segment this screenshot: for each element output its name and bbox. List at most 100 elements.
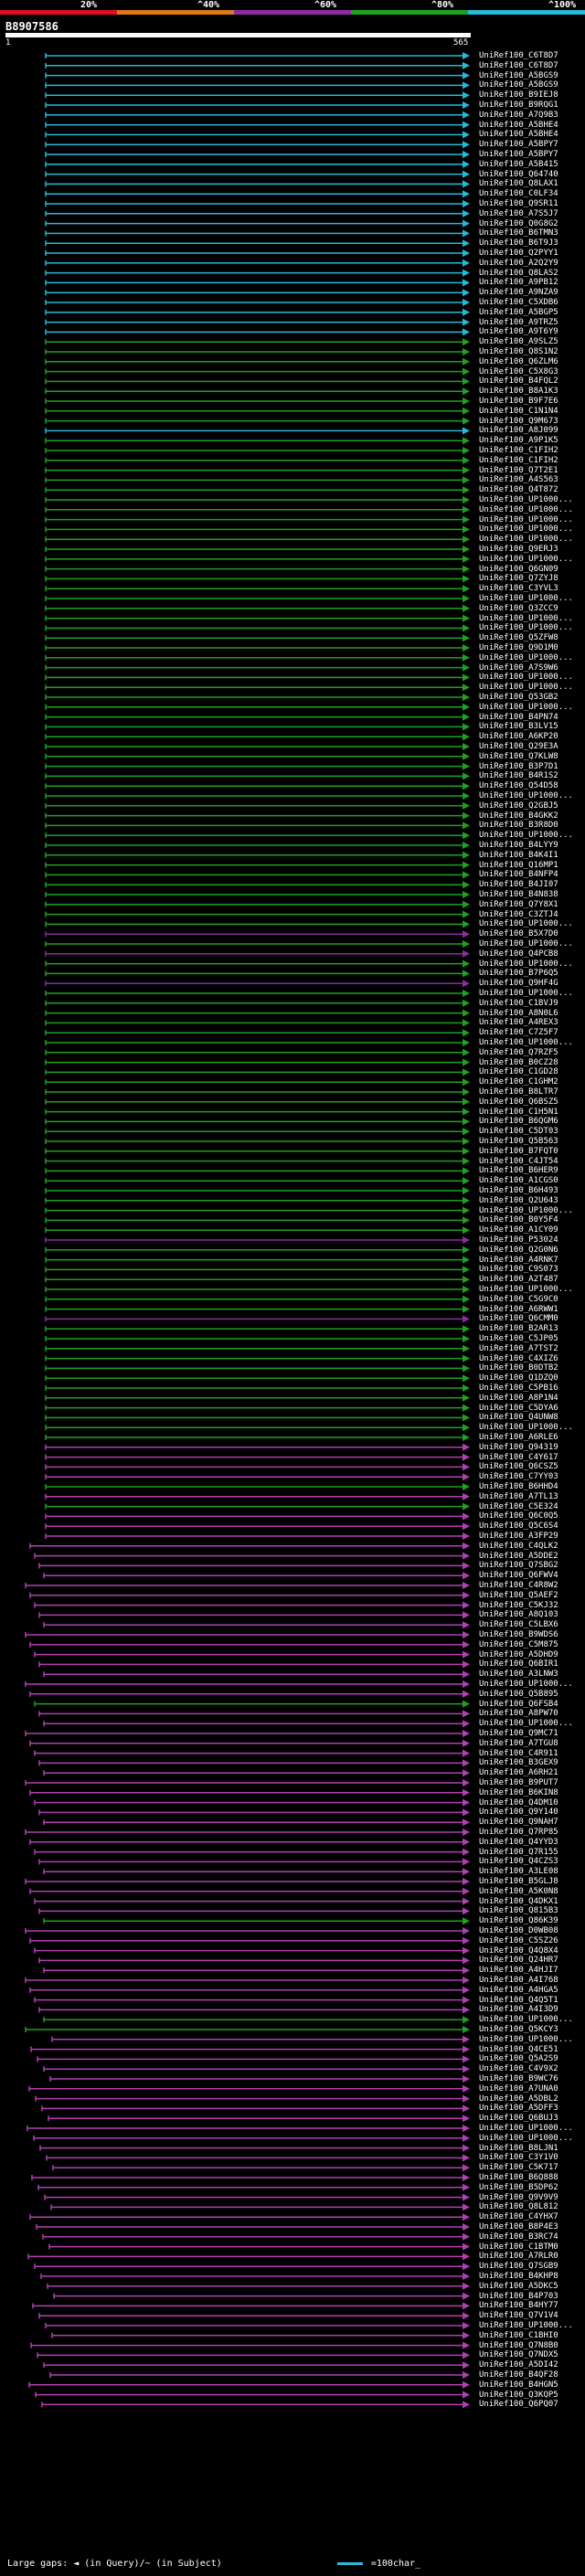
hit-label[interactable]: UniRef100_UP1000... bbox=[479, 1038, 573, 1047]
hit-label[interactable]: UniRef100_A8Q103 bbox=[479, 1610, 558, 1620]
hit-label[interactable]: UniRef100_UP1000... bbox=[479, 683, 573, 693]
hit-label[interactable]: UniRef100_C5LBX6 bbox=[479, 1620, 558, 1630]
hit-label[interactable]: UniRef100_UP1000... bbox=[479, 594, 573, 603]
hit-label[interactable]: UniRef100_A7Q9B3 bbox=[479, 110, 558, 120]
hit-label[interactable]: UniRef100_A5DI42 bbox=[479, 2360, 558, 2370]
hit-label[interactable]: UniRef100_B4N838 bbox=[479, 890, 558, 899]
hit-label[interactable]: UniRef100_A1CGS0 bbox=[479, 1176, 558, 1186]
hit-label[interactable]: UniRef100_B4NFP4 bbox=[479, 870, 558, 880]
hit-label[interactable]: UniRef100_A6KP20 bbox=[479, 732, 558, 742]
hit-label[interactable]: UniRef100_D0WB08 bbox=[479, 1926, 558, 1935]
hit-label[interactable]: UniRef100_P53024 bbox=[479, 1235, 558, 1245]
hit-label[interactable]: UniRef100_UP1000... bbox=[479, 514, 573, 525]
hit-label[interactable]: UniRef100_A8P1N4 bbox=[479, 1393, 558, 1403]
hit-label[interactable]: UniRef100_Q6CSZ5 bbox=[479, 1462, 558, 1472]
hit-label[interactable]: UniRef100_B6HHD4 bbox=[479, 1482, 558, 1491]
hit-label[interactable]: UniRef100_B9IEJ8 bbox=[479, 90, 558, 101]
hit-label[interactable]: UniRef100_A9SLZ5 bbox=[479, 337, 558, 347]
hit-label[interactable]: UniRef100_A7S5J7 bbox=[479, 208, 558, 218]
hit-label[interactable]: UniRef100_UP1000... bbox=[479, 2034, 573, 2044]
hit-label[interactable]: UniRef100_C5E324 bbox=[479, 1501, 558, 1511]
hit-label[interactable]: UniRef100_A9TRZ5 bbox=[479, 317, 558, 327]
hit-label[interactable]: UniRef100_UP1000... bbox=[479, 2133, 573, 2143]
hit-label[interactable]: UniRef100_Q8LAS2 bbox=[479, 268, 558, 278]
hit-label[interactable]: UniRef100_UP1000... bbox=[479, 702, 573, 712]
hit-label[interactable]: UniRef100_C5DYA6 bbox=[479, 1403, 558, 1413]
hit-label[interactable]: UniRef100_C5SZ26 bbox=[479, 1935, 558, 1945]
hit-label[interactable]: UniRef100_Q7RP85 bbox=[479, 1828, 558, 1837]
hit-label[interactable]: UniRef100_B3P7D1 bbox=[479, 761, 558, 771]
hit-label[interactable]: UniRef100_C5XDB6 bbox=[479, 298, 558, 307]
hit-label[interactable]: UniRef100_A7RLR0 bbox=[479, 2252, 558, 2262]
hit-label[interactable]: UniRef100_Q7SGB9 bbox=[479, 2262, 558, 2272]
hit-label[interactable]: UniRef100_B9PUT7 bbox=[479, 1778, 558, 1787]
hit-label[interactable]: UniRef100_Q4T872 bbox=[479, 485, 558, 495]
hit-label[interactable]: UniRef100_B8P4E3 bbox=[479, 2222, 558, 2231]
hit-label[interactable]: UniRef100_Q4YYD3 bbox=[479, 1837, 558, 1847]
hit-label[interactable]: UniRef100_A3LE08 bbox=[479, 1867, 558, 1877]
hit-label[interactable]: UniRef100_C4XIZ6 bbox=[479, 1353, 558, 1363]
hit-label[interactable]: UniRef100_A4RNK7 bbox=[479, 1255, 558, 1265]
hit-label[interactable]: UniRef100_B2AR13 bbox=[479, 1324, 558, 1334]
hit-label[interactable]: UniRef100_B5GLJ8 bbox=[479, 1877, 558, 1886]
hit-label[interactable]: UniRef100_A3LNW3 bbox=[479, 1670, 558, 1680]
hit-label[interactable]: UniRef100_Q4DM10 bbox=[479, 1797, 558, 1807]
hit-label[interactable]: UniRef100_A5K0N8 bbox=[479, 1886, 558, 1896]
hit-label[interactable]: UniRef100_Q6BIR1 bbox=[479, 1659, 558, 1670]
hit-label[interactable]: UniRef100_A4I768 bbox=[479, 1976, 558, 1985]
hit-label[interactable]: UniRef100_Q86K39 bbox=[479, 1916, 558, 1926]
hit-label[interactable]: UniRef100_C4Y617 bbox=[479, 1452, 558, 1462]
hit-label[interactable]: UniRef100_C3YVL3 bbox=[479, 584, 558, 594]
hit-label[interactable]: UniRef100_UP1000... bbox=[479, 1680, 573, 1689]
hit-label[interactable]: UniRef100_Q2G0N6 bbox=[479, 1245, 558, 1255]
hit-label[interactable]: UniRef100_C3Y1V0 bbox=[479, 2153, 558, 2163]
hit-label[interactable]: UniRef100_Q9SR11 bbox=[479, 199, 558, 208]
hit-label[interactable]: UniRef100_A6RH21 bbox=[479, 1768, 558, 1778]
hit-label[interactable]: UniRef100_Q5ZFW8 bbox=[479, 633, 558, 643]
hit-label[interactable]: UniRef100_C1N1N4 bbox=[479, 406, 558, 416]
hit-label[interactable]: UniRef100_A4I3D9 bbox=[479, 2005, 558, 2015]
hit-label[interactable]: UniRef100_B4JI07 bbox=[479, 880, 558, 890]
hit-label[interactable]: UniRef100_A7S9W6 bbox=[479, 663, 558, 673]
hit-label[interactable]: UniRef100_Q9HF4G bbox=[479, 979, 558, 989]
hit-label[interactable]: UniRef100_C4V9X2 bbox=[479, 2064, 558, 2074]
hit-label[interactable]: UniRef100_UP1000... bbox=[479, 2124, 573, 2133]
hit-label[interactable]: UniRef100_B5X7D0 bbox=[479, 929, 558, 939]
hit-label[interactable]: UniRef100_Q53GB2 bbox=[479, 693, 558, 702]
hit-label[interactable]: UniRef100_Q6BSZ5 bbox=[479, 1097, 558, 1107]
hit-label[interactable]: UniRef100_B4KHP8 bbox=[479, 2272, 558, 2281]
hit-label[interactable]: UniRef100_Q64740 bbox=[479, 169, 558, 179]
hit-label[interactable]: UniRef100_A5DDE2 bbox=[479, 1551, 558, 1561]
hit-label[interactable]: UniRef100_B4HY77 bbox=[479, 2301, 558, 2311]
hit-label[interactable]: UniRef100_Q5B563 bbox=[479, 1137, 558, 1146]
hit-label[interactable]: UniRef100_B6QGM6 bbox=[479, 1117, 558, 1127]
hit-label[interactable]: UniRef100_Q4UNW8 bbox=[479, 1413, 558, 1423]
hit-label[interactable]: UniRef100_B4GKK2 bbox=[479, 811, 558, 821]
hit-label[interactable]: UniRef100_UP1000... bbox=[479, 525, 573, 535]
hit-label[interactable]: UniRef100_Q7N8B0 bbox=[479, 2340, 558, 2350]
hit-label[interactable]: UniRef100_Q6FSB4 bbox=[479, 1699, 558, 1709]
hit-label[interactable]: UniRef100_C4JT54 bbox=[479, 1156, 558, 1166]
hit-label[interactable]: UniRef100_C9S073 bbox=[479, 1265, 558, 1275]
hit-label[interactable]: UniRef100_Q9M673 bbox=[479, 416, 558, 426]
hit-label[interactable]: UniRef100_B9F7E6 bbox=[479, 397, 558, 406]
hit-label[interactable]: UniRef100_A5B415 bbox=[479, 159, 558, 169]
hit-label[interactable]: UniRef100_C5K717 bbox=[479, 2163, 558, 2173]
hit-label[interactable]: UniRef100_Q29E3A bbox=[479, 742, 558, 751]
hit-label[interactable]: UniRef100_B3GEX9 bbox=[479, 1758, 558, 1768]
hit-label[interactable]: UniRef100_Q4DKX1 bbox=[479, 1896, 558, 1906]
hit-label[interactable]: UniRef100_C6T8D7 bbox=[479, 51, 558, 60]
hit-label[interactable]: UniRef100_UP1000... bbox=[479, 504, 573, 514]
hit-label[interactable]: UniRef100_B7FQT0 bbox=[479, 1146, 558, 1156]
hit-label[interactable]: UniRef100_B9WDS6 bbox=[479, 1630, 558, 1639]
hit-label[interactable]: UniRef100_Q7T2E1 bbox=[479, 465, 558, 475]
hit-label[interactable]: UniRef100_Q8LAX1 bbox=[479, 179, 558, 189]
hit-label[interactable]: UniRef100_Q7ZYJ8 bbox=[479, 574, 558, 584]
hit-label[interactable]: UniRef100_B5DP62 bbox=[479, 2182, 558, 2192]
hit-label[interactable]: UniRef100_B6KIN8 bbox=[479, 1787, 558, 1797]
hit-label[interactable]: UniRef100_B4R1S2 bbox=[479, 771, 558, 781]
hit-label[interactable]: UniRef100_C5X8G3 bbox=[479, 366, 558, 376]
hit-label[interactable]: UniRef100_B3RC74 bbox=[479, 2231, 558, 2242]
hit-label[interactable]: UniRef100_A5BGS9 bbox=[479, 70, 558, 80]
hit-label[interactable]: UniRef100_B4LYY9 bbox=[479, 841, 558, 850]
